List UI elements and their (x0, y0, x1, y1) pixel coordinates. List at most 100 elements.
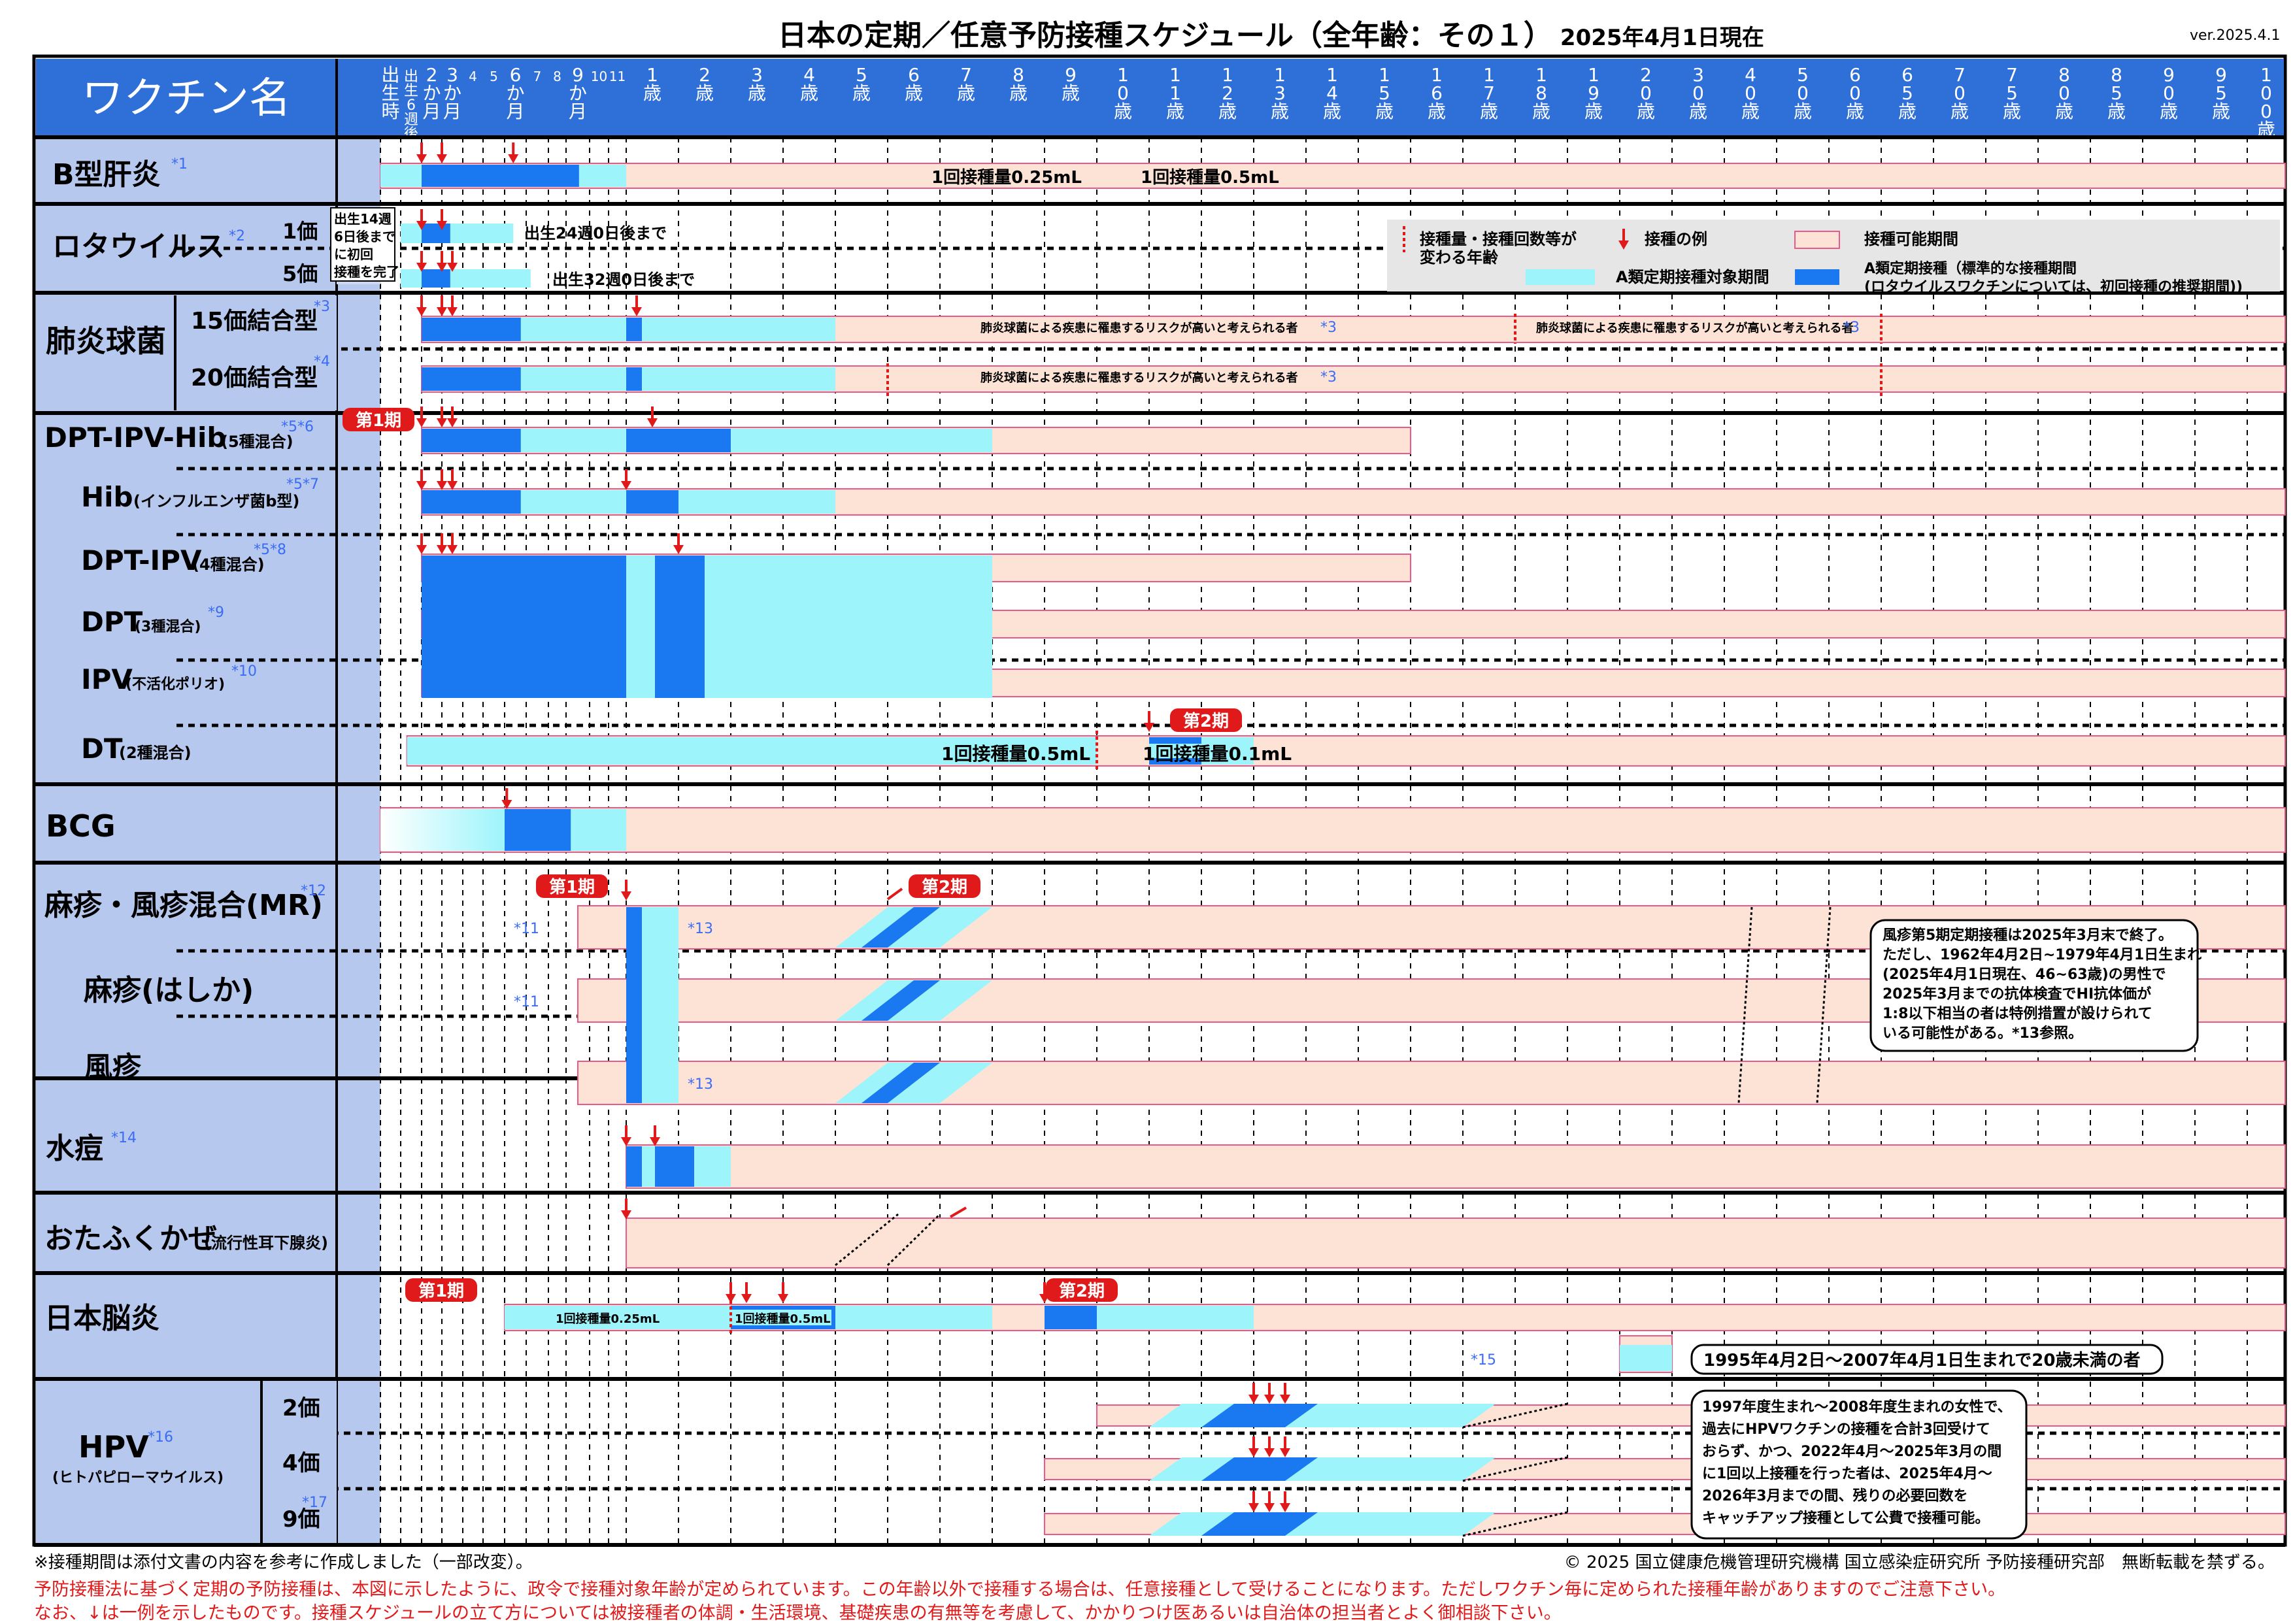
title-text: 日本の定期／任意予防接種スケジュール（全年齢：その１） (778, 19, 1552, 52)
age-header-label: 3 (751, 64, 763, 86)
footnote-marker: *11 (514, 994, 539, 1010)
standard-period-bar (626, 429, 731, 452)
hpv-type-a-band (1149, 1404, 1496, 1427)
section-border (34, 202, 2285, 206)
rota-type-a-2 (401, 269, 531, 288)
age-header-label: 0 (1692, 82, 1704, 104)
age-header-label: 1 (1169, 64, 1181, 86)
dose-label: 1回接種量0.5mL (941, 743, 1090, 765)
vaccination-arrow-head (437, 263, 447, 272)
footnote-marker: *2 (229, 228, 245, 244)
footnote-marker: *13 (688, 921, 713, 937)
age-header-label: 4 (1745, 64, 1756, 86)
age-header-label: 歳 (957, 82, 975, 104)
vaccination-arrow-head (447, 481, 458, 490)
section-border (34, 291, 2285, 295)
pneumo-standard-booster-2 (626, 367, 642, 391)
phase-badge (909, 874, 980, 898)
age-header-label: 8 (1535, 82, 1547, 104)
vaccination-arrow-head (447, 263, 458, 272)
phase-badge-text: 第1期 (418, 1281, 464, 1301)
age-header-label: 歳 (1323, 101, 1341, 122)
dose-label: 1回接種量0.5mL (735, 1312, 831, 1326)
vaccination-arrow-head (416, 263, 427, 272)
vaccination-arrow-head (416, 154, 427, 163)
section-border (34, 411, 2285, 415)
age-header-label: 7 (1483, 82, 1495, 104)
legend-dose-change-line: 接種量・接種回数等が (1420, 230, 1577, 248)
vaccine-name-hpv-small: (ヒトパピローマウイルス) (52, 1470, 224, 1486)
vaccine-name-header-text: ワクチン名 (82, 75, 291, 123)
pneumo-risk-label: 肺炎球菌による疾患に罹患するリスクが高いと考えられる者 (980, 371, 1297, 385)
hpv-sub-1: 2価 (282, 1395, 320, 1421)
hpv-callout-text-line: に1回以上接種を行った者は、2025年4月～ (1702, 1465, 1992, 1482)
vaccination-arrow-head (416, 481, 427, 490)
page-title: 日本の定期／任意予防接種スケジュール（全年齢：その１） 2025年4月1日現在 (778, 12, 1764, 54)
phase-badge-text: 第2期 (922, 877, 967, 897)
vaccine-name-hib: Hib (81, 481, 133, 513)
age-header-label: 8 (1013, 64, 1024, 86)
version-label: ver.2025.4.1 (2190, 27, 2281, 44)
age-header-label: 4 (469, 69, 477, 84)
rubella-callout-text-line: ただし、1962年4月2日~1979年4月1日生まれ (1883, 946, 2201, 963)
vaccination-arrow-head (1248, 1448, 1259, 1457)
age-header-label: 歳 (800, 82, 818, 104)
age-header-label: 5 (2215, 82, 2227, 104)
rubella-callout-text-line: (2025年4月1日現在、46~63歳)の男性で (1883, 966, 2166, 983)
age-header-label: 1 (1169, 82, 1181, 104)
age-header-label: 8 (2058, 64, 2070, 86)
vaccine-name-dptipvhib: DPT-IPV-Hib (44, 422, 226, 454)
vaccination-arrow-head (437, 481, 447, 490)
hpv-standard-band (1201, 1457, 1318, 1481)
section-border (34, 1271, 2285, 1275)
footnote-marker: *3 (314, 299, 330, 315)
rota-sub-1: 1価 (282, 219, 318, 244)
dose-label: 1回接種量0.1mL (1143, 743, 1292, 765)
age-header-label: 0 (1797, 82, 1809, 104)
vaccination-arrow-head (501, 800, 512, 809)
age-header-label: 7 (533, 69, 542, 84)
rubella-callout (1869, 919, 2199, 1052)
vaccination-arrow-head (447, 307, 458, 316)
vaccination-arrow-head (1144, 723, 1154, 732)
je-dose-label-bg (731, 1310, 831, 1325)
age-header-label: 5 (490, 69, 498, 84)
legend-possible: 接種可能期間 (1864, 230, 1958, 248)
vaccine-name-pneumo: 肺炎球菌 (46, 323, 166, 359)
footnote-marker: *5*6 (281, 419, 314, 435)
section-border (34, 1191, 2285, 1195)
mr-phase2-standard (862, 1063, 940, 1103)
age-header-label: 1 (646, 64, 658, 86)
age-header-label: 歳 (1584, 101, 1603, 122)
title-date: 2025年4月1日現在 (1560, 25, 1764, 51)
age-header-label: 1 (1431, 64, 1443, 86)
vaccination-arrow-head (437, 418, 447, 427)
vaccination-arrow-head (447, 418, 458, 427)
age-header-label: 歳 (1532, 101, 1550, 122)
age-header-label: 1 (1326, 64, 1338, 86)
age-header-label: 歳 (643, 82, 661, 104)
age-header-label: 月 (506, 101, 524, 122)
vaccine-name-dpt: DPT (81, 606, 143, 638)
age-header-label: 歳 (2107, 101, 2126, 122)
section-border (34, 861, 2285, 865)
footnote-marker: *17 (302, 1495, 327, 1511)
age-header-label: 9 (1065, 64, 1077, 86)
standard-period-bar (422, 165, 579, 187)
mr-phase2-standard (862, 907, 940, 948)
rubella-callout-text-line: 1:8以下相当の者は特例措置が設けられて (1883, 1005, 2152, 1022)
age-header-label: 7 (2006, 64, 2018, 86)
vaccination-arrow-head (437, 154, 447, 163)
age-header-label: 歳 (1218, 101, 1237, 122)
age-header-label: 0 (2260, 101, 2272, 122)
age-header-label: 5 (2111, 82, 2122, 104)
age-header-label: 6 (1431, 82, 1443, 104)
age-header-label: 1 (1222, 64, 1233, 86)
vaccination-arrow-head (621, 891, 631, 901)
age-header-label: 歳 (1950, 101, 1969, 122)
age-header-label: 0 (1745, 82, 1756, 104)
hpv-callout-text-line: 1997年度生まれ～2008年度生まれの女性で、 (1702, 1399, 2012, 1416)
footnote-marker: *9 (208, 605, 224, 621)
age-header-label: 歳 (1062, 82, 1080, 104)
